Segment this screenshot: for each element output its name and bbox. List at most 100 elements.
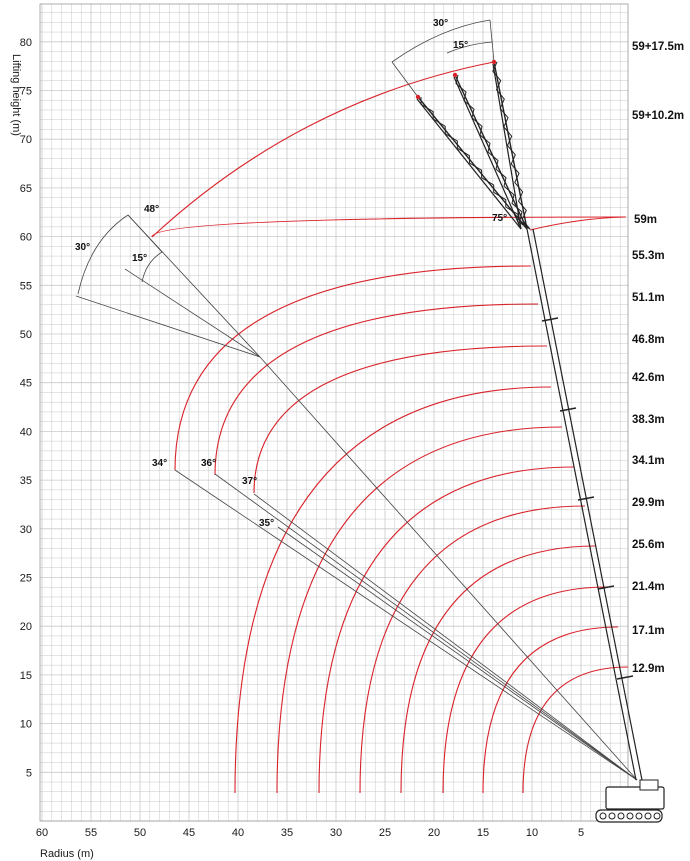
boom-radius-arc	[318, 466, 575, 794]
boom-radius-arc	[442, 586, 608, 794]
boom-length-label: 38.3m	[632, 414, 665, 426]
y-tick-label: 80	[20, 37, 32, 49]
y-tick-label: 10	[20, 719, 32, 731]
jib-15-line	[124, 268, 261, 358]
crane-upper	[605, 786, 665, 810]
boom-length-label: 25.6m	[632, 539, 665, 551]
jib-radius-arc	[151, 61, 495, 238]
y-tick-label: 40	[20, 426, 32, 438]
jib-lattice	[492, 61, 531, 230]
jib-tip-marker	[452, 72, 458, 78]
boom-section-joint	[577, 496, 595, 501]
boom-section-joint	[541, 317, 559, 322]
jib-lattice	[455, 74, 531, 230]
boom-length-label: 59m	[634, 214, 657, 226]
min-angle-line	[174, 469, 638, 781]
min-angle-line	[277, 526, 638, 781]
x-tick-label: 55	[85, 827, 97, 839]
boom-radius-arc	[522, 666, 629, 794]
boom-radius-arc	[253, 345, 548, 494]
angle-label: 30°	[75, 242, 90, 253]
top-dim-leader	[391, 61, 419, 98]
y-tick-label: 5	[26, 767, 32, 779]
boom-radius-arc	[482, 626, 619, 794]
boom-radius-arc	[400, 545, 597, 794]
angle-label: 15°	[453, 40, 468, 51]
y-tick-label: 30	[20, 524, 32, 536]
boom-length-label: 17.1m	[632, 625, 665, 637]
y-tick-label: 75	[20, 86, 32, 98]
jib-tip-marker	[491, 59, 497, 65]
y-tick-label: 20	[20, 621, 32, 633]
top-angle-dim-30	[391, 19, 491, 63]
jib-lattice	[420, 96, 531, 230]
boom-length-label: 34.1m	[632, 455, 665, 467]
jib-base-line	[259, 356, 638, 781]
boom-section-joint	[616, 675, 634, 680]
angle-label: 35°	[259, 518, 274, 529]
x-tick-label: 10	[526, 827, 538, 839]
top-dim-leader	[489, 19, 495, 63]
track-roller	[617, 812, 625, 820]
y-tick-label: 50	[20, 329, 32, 341]
jib-chord	[493, 61, 528, 230]
boom-radius-arcs	[151, 61, 629, 794]
y-tick-label: 65	[20, 183, 32, 195]
track-roller	[644, 812, 652, 820]
y-tick-label: 60	[20, 232, 32, 244]
boom-length-label: 51.1m	[632, 292, 665, 304]
angle-label: 34°	[152, 458, 167, 469]
angle-label: 36°	[201, 458, 216, 469]
track-roller	[608, 812, 616, 820]
boom-radius-arc	[174, 265, 532, 471]
y-tick-label: 25	[20, 573, 32, 585]
x-tick-label: 15	[477, 827, 489, 839]
jib-length-label: 59+17.5m	[632, 41, 684, 53]
diagram-labels: 5 10 15 20 25 30 35 40 45 50 55 60 65 70 75 80 60 55 50 45 4…	[10, 18, 684, 860]
x-tick-label: 25	[379, 827, 391, 839]
track-roller	[653, 812, 661, 820]
x-tick-label: 60	[36, 827, 48, 839]
x-tick-label: 50	[134, 827, 146, 839]
jib-chord	[416, 98, 522, 230]
x-tick-label: 20	[428, 827, 440, 839]
y-tick-label: 55	[20, 280, 32, 292]
counterweight	[639, 779, 659, 791]
boom-angle-lines	[75, 19, 638, 781]
angle-dim-arc-30	[77, 214, 129, 295]
boom-section-joint	[597, 585, 615, 590]
x-tick-label: 45	[183, 827, 195, 839]
jib-length-label: 59+10.2m	[632, 110, 684, 122]
boom-radius-arc	[276, 426, 563, 794]
track-roller	[626, 812, 634, 820]
track-roller	[635, 812, 643, 820]
jib-tip-marker	[415, 94, 421, 100]
angle-label: 75°	[492, 213, 507, 224]
boom-length-label: 46.8m	[632, 334, 665, 346]
min-angle-line	[214, 473, 638, 781]
x-tick-label: 30	[330, 827, 342, 839]
chart-grid	[39, 3, 629, 822]
angle-label: 37°	[242, 476, 257, 487]
boom-radius-arc	[234, 386, 552, 794]
boom-radius-arc	[214, 303, 539, 476]
boom-length-label: 55.3m	[632, 250, 665, 262]
y-tick-label: 15	[20, 670, 32, 682]
y-axis-title: Lifting height (m)	[10, 54, 22, 136]
crane-illustration	[415, 59, 665, 823]
angle-label: 30°	[433, 18, 448, 29]
x-tick-label: 35	[281, 827, 293, 839]
track-roller	[599, 812, 607, 820]
boom-length-label: 21.4m	[632, 581, 665, 593]
jib-helper	[152, 75, 455, 237]
boom-section-joint	[559, 407, 577, 412]
min-angle-line	[253, 493, 638, 781]
y-tick-label: 35	[20, 475, 32, 487]
angle-dim-arc-15	[141, 251, 163, 283]
boom-59-arc-extension	[529, 216, 627, 231]
angle-label: 15°	[132, 253, 147, 264]
x-axis-title: Radius (m)	[40, 848, 94, 860]
jib-30-line	[75, 295, 261, 358]
plot-frame	[39, 3, 629, 822]
